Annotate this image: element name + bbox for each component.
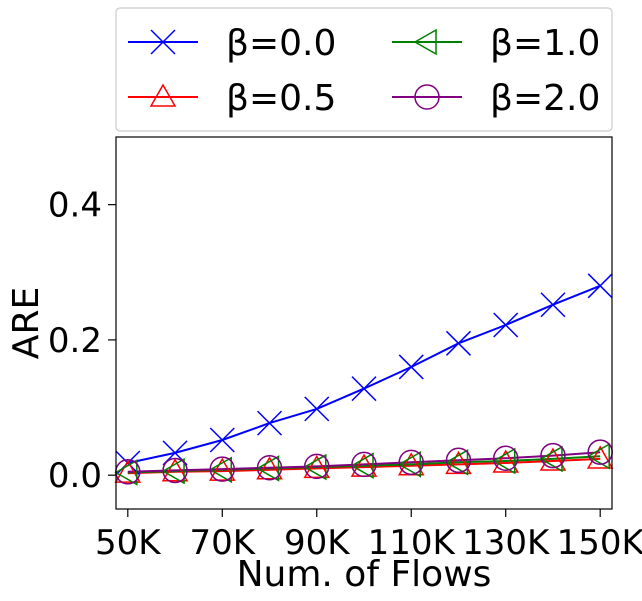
data-point-series-2: [397, 451, 421, 478]
x-axis-label: Num. of Flows: [237, 554, 492, 595]
data-point-series-1: [303, 454, 331, 479]
data-point-series-2: [256, 455, 280, 482]
data-point-series-0: [351, 376, 377, 402]
legend-marker-3: [414, 84, 440, 110]
data-point-series-1: [208, 457, 236, 481]
y-tick-label: 0.0: [48, 456, 102, 496]
legend-marker-1: [149, 83, 177, 107]
data-point-series-3: [162, 457, 188, 484]
series-line-1: [127, 457, 601, 475]
data-point-series-3: [492, 445, 519, 472]
data-point-series-1: [445, 450, 472, 475]
data-point-series-2: [161, 457, 185, 485]
data-point-series-2: [444, 449, 469, 476]
data-point-series-2: [586, 442, 610, 470]
data-point-series-3: [209, 456, 236, 482]
x-tick-label: 90K: [284, 523, 351, 563]
data-point-series-1: [256, 456, 283, 480]
data-point-series-0: [209, 427, 235, 453]
data-point-series-0: [540, 292, 566, 318]
data-point-series-2: [350, 452, 374, 480]
data-point-series-3: [304, 453, 330, 480]
data-point-series-2: [303, 453, 327, 481]
legend-label-3: β=2.0: [490, 78, 600, 119]
data-point-series-1: [161, 458, 189, 482]
data-point-series-1: [539, 447, 567, 471]
data-point-series-3: [398, 449, 424, 476]
series-line-3: [127, 451, 601, 473]
legend-marker-2: [413, 28, 437, 56]
x-tick-label: 70K: [190, 523, 257, 563]
data-point-series-0: [256, 410, 283, 436]
data-point-series-3: [445, 447, 472, 474]
data-point-series-2: [114, 459, 138, 486]
x-tick-label: 150K: [557, 523, 642, 563]
data-point-series-0: [493, 312, 519, 338]
y-axis-label: ARE: [6, 287, 47, 359]
axes-frame: [115, 136, 613, 510]
data-point-series-2: [492, 447, 516, 475]
data-point-series-3: [351, 451, 377, 478]
data-point-series-0: [304, 396, 330, 422]
x-tick-label: 130K: [462, 523, 551, 563]
data-point-series-3: [540, 442, 566, 469]
x-tick-label: 50K: [95, 523, 162, 563]
legend-label-1: β=0.5: [226, 78, 336, 119]
legend-label-0: β=0.0: [226, 23, 336, 64]
plot-area: [114, 273, 614, 486]
series-line-0: [127, 284, 601, 464]
data-point-series-0: [587, 273, 613, 299]
x-tick-label: 110K: [368, 523, 457, 563]
data-point-series-2: [539, 445, 563, 473]
legend-marker-0: [150, 29, 176, 55]
data-point-series-0: [445, 330, 472, 356]
data-point-series-0: [398, 354, 424, 380]
legend: β=0.0 β=0.5 β=1.0 β=2.0: [115, 7, 613, 132]
data-point-series-3: [256, 454, 283, 481]
data-point-series-1: [586, 445, 614, 469]
data-point-series-1: [114, 459, 142, 483]
data-point-series-2: [208, 456, 233, 484]
y-tick-label: 0.2: [48, 321, 102, 361]
legend-label-2: β=1.0: [490, 23, 600, 64]
y-tick-label: 0.4: [48, 186, 102, 226]
data-point-series-1: [492, 449, 520, 473]
legend-frame: [115, 7, 613, 132]
